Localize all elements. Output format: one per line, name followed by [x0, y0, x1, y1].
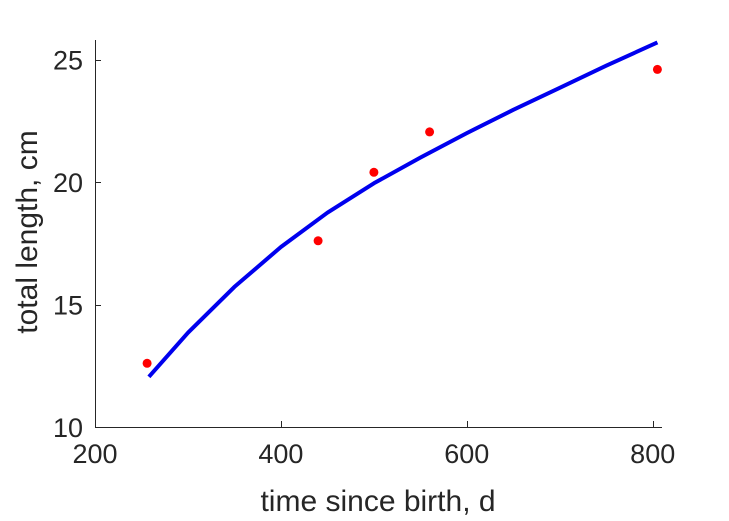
plot-area — [142, 40, 662, 379]
y-axis-label: total length, cm — [11, 130, 44, 333]
x-tick-label: 400 — [258, 439, 303, 469]
x-tick-label: 200 — [72, 439, 117, 469]
fit-curve-line — [147, 40, 659, 379]
y-tick-label: 20 — [53, 168, 83, 198]
data-point — [652, 64, 662, 74]
data-point — [425, 127, 435, 137]
x-axis-label: time since birth, d — [260, 485, 495, 518]
y-tick-label: 10 — [53, 413, 83, 443]
axes: 200 400 600 800 10 15 20 25 — [53, 40, 675, 469]
x-tick-label: 800 — [630, 439, 675, 469]
y-tick-label: 15 — [53, 291, 83, 321]
y-tick-label: 25 — [53, 46, 83, 76]
x-tick-label: 600 — [444, 439, 489, 469]
data-point — [369, 167, 379, 177]
data-point — [142, 358, 152, 368]
data-point — [313, 236, 323, 246]
